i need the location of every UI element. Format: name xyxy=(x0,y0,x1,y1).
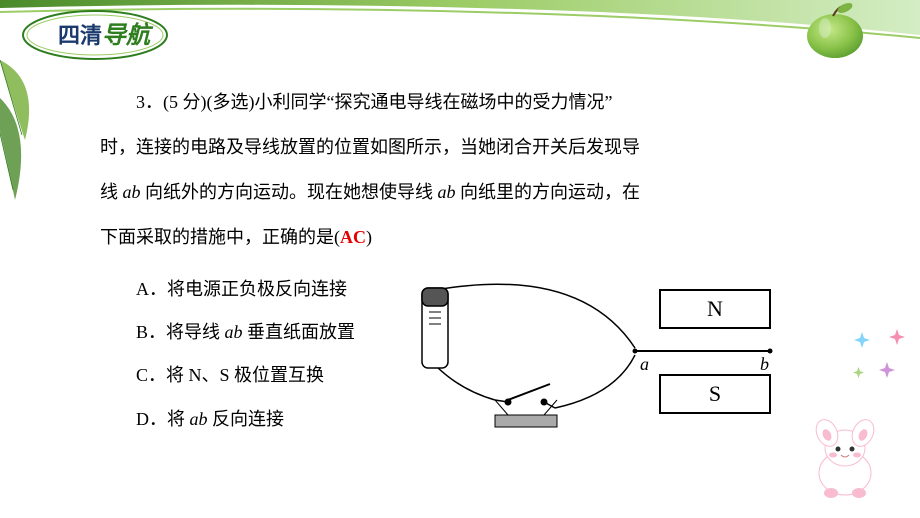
svg-text:S: S xyxy=(709,381,721,406)
question-content: 3．(5 分)(多选)小利同学“探究通电导线在磁场中的受力情况” 时，连接的电路… xyxy=(100,80,860,455)
sparkle-decor xyxy=(845,323,915,398)
magnet-n: N xyxy=(660,290,770,328)
magnet-s: S xyxy=(660,375,770,413)
option-c: C．将 N、S 极位置互换 xyxy=(100,354,390,397)
option-a: A．将电源正负极反向连接 xyxy=(100,268,390,311)
leaf-decor xyxy=(0,50,70,255)
option-b: B．将导线 ab 垂直纸面放置 xyxy=(100,311,390,354)
answer: AC xyxy=(340,227,366,247)
q-body2: 时，连接的电路及导线放置的位置如图所示，当她闭合开关后发现导 xyxy=(100,137,640,157)
q-points: (5 分)(多选) xyxy=(163,92,254,112)
circuit-diagram: N S a b xyxy=(400,270,780,455)
logo-chars-1: 四清 xyxy=(58,23,102,48)
mascot-decor xyxy=(795,413,895,508)
logo-chars-2: 导航 xyxy=(102,22,154,49)
label-a: a xyxy=(640,354,649,374)
battery xyxy=(422,288,448,368)
options-list: A．将电源正负极反向连接 B．将导线 ab 垂直纸面放置 C．将 N、S 极位置… xyxy=(100,268,390,441)
q-body1: 小利同学“探究通电导线在磁场中的受力情况” xyxy=(254,92,612,112)
switch xyxy=(495,384,557,427)
option-d: D．将 ab 反向连接 xyxy=(100,398,390,441)
label-b: b xyxy=(760,354,769,374)
q-number: 3 xyxy=(136,92,145,112)
svg-text:N: N xyxy=(707,296,723,321)
question-stem: 3．(5 分)(多选)小利同学“探究通电导线在磁场中的受力情况” 时，连接的电路… xyxy=(100,80,860,260)
